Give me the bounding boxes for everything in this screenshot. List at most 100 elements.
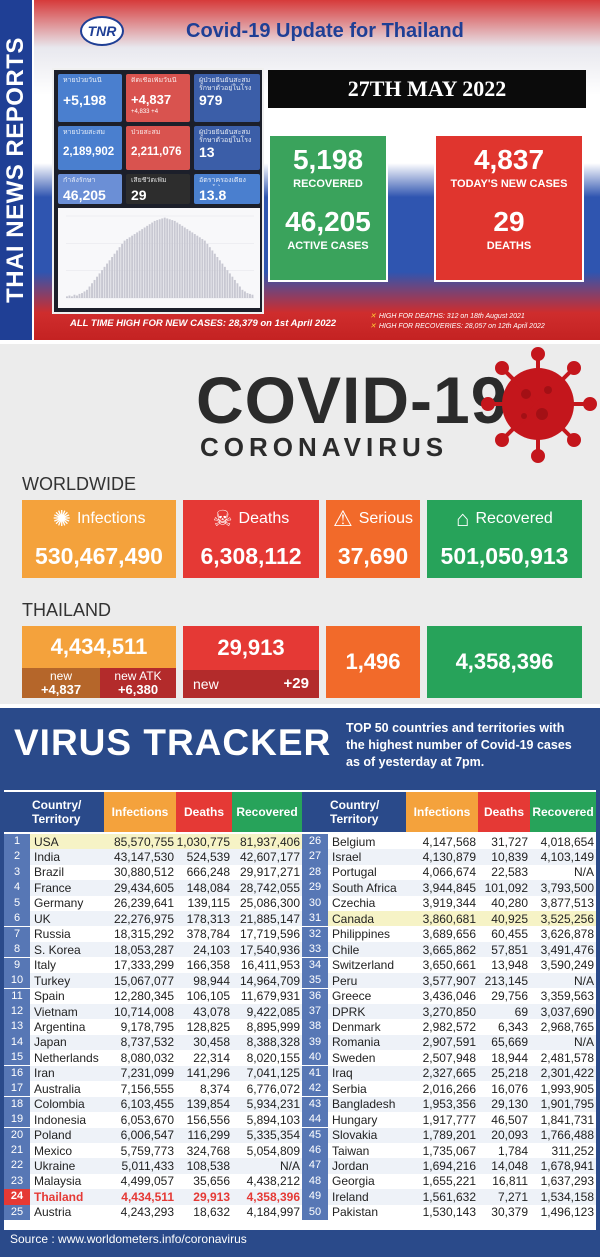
dashboard-tile: ติดเชื้อเพิ่มวันนี้ +4,837 +4,833 +4 xyxy=(126,74,190,122)
country-cell: Ireland xyxy=(332,1189,369,1204)
chart-bar xyxy=(233,279,236,298)
country-cell: Denmark xyxy=(332,1019,381,1034)
x-icon: ✕ xyxy=(370,313,376,320)
recovered-cell: N/A xyxy=(573,1035,594,1050)
recovered-cell: 311,252 xyxy=(551,1143,595,1158)
country-cell: USA xyxy=(34,834,59,849)
infections-cell: 26,239,641 xyxy=(113,896,174,911)
recovered-cell: 2,481,578 xyxy=(540,1050,594,1065)
rank-cell: 19 xyxy=(4,1112,30,1128)
tile-label: หายป่วยสะสม xyxy=(63,129,106,136)
chart-bar xyxy=(178,224,181,298)
country-cell: Romania xyxy=(332,1035,381,1050)
recovered-cell: 9,422,085 xyxy=(246,1004,300,1019)
th-deaths-card: 29,913 xyxy=(183,626,319,670)
infections-cell: 1,917,777 xyxy=(422,1112,476,1127)
table-row: 26 Belgium 4,147,568 31,727 4,018,654 xyxy=(302,834,596,850)
table-row: 37 DPRK 3,270,850 69 3,037,690 xyxy=(302,1003,596,1020)
warning-icon: ⚠ xyxy=(333,506,353,531)
tile-value: 13.8 xyxy=(199,187,227,203)
recovered-cell: 3,037,690 xyxy=(540,1004,594,1019)
rank-cell: 4 xyxy=(4,880,30,896)
rank-cell: 15 xyxy=(4,1050,30,1066)
dashboard-tile: เสียชีวิตเพิ่ม 29 xyxy=(126,174,190,204)
chart-bar xyxy=(181,225,184,298)
rank-cell: 3 xyxy=(4,864,30,881)
source-note: Source : www.worldometers.info/coronavir… xyxy=(10,1232,247,1246)
chart-bar xyxy=(203,240,206,298)
th-deaths-new-value: +29 xyxy=(283,675,309,692)
rank-cell: 21 xyxy=(4,1143,30,1159)
recovered-cell: 3,877,513 xyxy=(540,896,594,911)
deaths-cell: 666,248 xyxy=(186,865,230,880)
mini-chart xyxy=(58,208,260,308)
infections-cell: 4,434,511 xyxy=(121,1189,174,1204)
table-row: 48 Georgia 1,655,221 16,811 1,637,293 xyxy=(302,1173,596,1190)
chart-bar xyxy=(211,250,214,298)
infections-cell: 3,944,845 xyxy=(422,880,476,895)
rank-cell: 30 xyxy=(302,895,328,911)
deaths-cell: 22,314 xyxy=(193,1050,230,1065)
country-cell: Ukraine xyxy=(34,1159,76,1174)
high-recoveries: HIGH FOR RECOVERIES: 28,057 on 12th Apri… xyxy=(378,323,545,330)
deaths-cell: 16,076 xyxy=(491,1081,528,1096)
infections-cell: 4,066,674 xyxy=(422,865,476,880)
infections-cell: 8,737,532 xyxy=(120,1035,174,1050)
rank-cell: 2 xyxy=(4,849,30,865)
tile-label: หายป่วยวันนี้ xyxy=(63,77,102,84)
dashboard-tile: หายป่วยวันนี้ +5,198 xyxy=(58,74,122,122)
chart-bar xyxy=(201,238,204,298)
rank-cell: 44 xyxy=(302,1112,328,1128)
rank-cell: 11 xyxy=(4,988,30,1004)
table-row: 29 South Africa 3,944,845 101,092 3,793,500 xyxy=(302,880,596,896)
table-row: 36 Greece 3,436,046 29,756 3,359,563 xyxy=(302,988,596,1004)
rank-cell: 26 xyxy=(302,834,328,850)
recovered-cell: 17,719,596 xyxy=(239,927,300,942)
recovered-cell: 3,793,500 xyxy=(540,880,594,895)
recovered-cell: 2,968,765 xyxy=(540,1019,594,1034)
country-cell: France xyxy=(34,880,72,895)
recovered-cell: 7,041,125 xyxy=(246,1066,300,1081)
recovered-cell: 21,885,147 xyxy=(239,911,300,926)
deaths-cell: 29,130 xyxy=(491,1097,528,1112)
chart-bar xyxy=(161,218,164,298)
chart-bar xyxy=(138,230,141,298)
rank-cell: 47 xyxy=(302,1158,328,1174)
deaths-cell: 128,825 xyxy=(186,1019,230,1034)
recovered-cell: 17,540,936 xyxy=(239,942,300,957)
th-deaths-value: 29,913 xyxy=(217,635,285,660)
infections-cell: 1,694,216 xyxy=(422,1159,476,1174)
chart-bar xyxy=(186,229,189,298)
country-cell: Hungary xyxy=(332,1112,378,1127)
chart-bar xyxy=(221,263,224,298)
deaths-cell: 139,115 xyxy=(187,896,231,911)
tile-label: เสียชีวิตเพิ่ม xyxy=(131,177,167,184)
table-row: 19 Indonesia 6,053,670 156,556 5,894,103 xyxy=(4,1112,302,1128)
recovered-cell: 1,534,158 xyxy=(540,1189,594,1204)
chart-bar xyxy=(116,250,119,298)
rank-cell: 9 xyxy=(4,957,30,973)
chart-bar xyxy=(83,291,86,298)
rank-cell: 10 xyxy=(4,973,30,989)
country-cell: Iraq xyxy=(332,1066,353,1081)
table-row: 41 Iraq 2,327,665 25,218 2,301,422 xyxy=(302,1065,596,1081)
table-row: 17 Australia 7,156,555 8,374 6,776,072 xyxy=(4,1081,302,1097)
recovered-cell: 3,525,256 xyxy=(540,911,594,926)
deaths-label: Deaths xyxy=(238,510,290,527)
infections-cell: 7,231,099 xyxy=(120,1066,174,1081)
chart-bar xyxy=(88,286,91,298)
table-row: 33 Chile 3,665,862 57,851 3,491,476 xyxy=(302,942,596,958)
dashboard-tile: หายป่วยสะสม 2,189,902 xyxy=(58,126,122,170)
country-cell: Argentina xyxy=(34,1019,86,1034)
country-cell: Pakistan xyxy=(332,1205,379,1220)
rank-cell: 32 xyxy=(302,926,328,942)
deaths-cell: 35,656 xyxy=(193,1174,230,1189)
infections-cell: 8,080,032 xyxy=(120,1050,174,1065)
infections-cell: 1,655,221 xyxy=(422,1174,476,1189)
table-row: 24 Thailand 4,434,511 29,913 4,358,396 xyxy=(4,1189,302,1205)
table-row: 49 Ireland 1,561,632 7,271 1,534,158 xyxy=(302,1189,596,1205)
serious-card: ⚠ Serious 37,690 xyxy=(326,500,420,578)
chart-bar xyxy=(86,289,88,298)
tile-value: 13 xyxy=(199,144,215,160)
header-recovered: Recovered xyxy=(530,792,596,832)
